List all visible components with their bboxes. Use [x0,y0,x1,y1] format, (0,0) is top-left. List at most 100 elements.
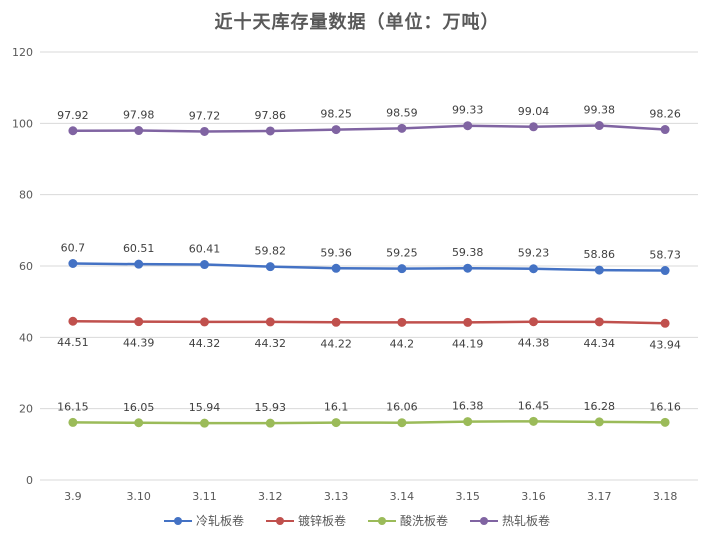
data-point [68,126,78,136]
data-point [265,262,275,272]
data-point [463,317,473,327]
y-tick-label: 100 [12,117,33,130]
data-point [331,125,341,135]
data-label: 60.7 [61,242,86,255]
data-label: 44.19 [452,337,484,350]
data-label: 60.41 [189,243,221,256]
x-tick-label: 3.9 [64,490,82,503]
data-label: 16.15 [57,400,89,413]
y-tick-label: 20 [19,403,33,416]
data-point [397,317,407,327]
legend-swatch [470,516,499,526]
x-tick-label: 3.12 [258,490,283,503]
data-label: 15.94 [189,401,221,414]
data-point [660,125,670,135]
x-tick-label: 3.10 [126,490,151,503]
data-point [200,418,209,428]
data-label: 43.94 [649,338,681,351]
data-point [200,126,209,136]
legend: 冷轧板卷 镀锌板卷 酸洗板卷 热轧板卷 [0,512,714,529]
data-point [397,418,407,428]
data-point [265,418,275,428]
data-point [660,266,670,276]
data-label: 44.32 [255,337,287,350]
legend-swatch [163,516,192,526]
data-label: 97.92 [57,109,89,122]
data-label: 59.23 [518,247,550,260]
data-label: 44.22 [320,337,352,350]
data-point [68,316,78,326]
data-point [331,317,341,327]
data-point [200,260,209,270]
data-point [529,317,538,327]
data-point [660,318,670,328]
data-point [529,264,538,274]
legend-swatch [265,516,294,526]
data-point [397,123,407,133]
data-label: 58.86 [584,248,616,261]
data-label: 97.98 [123,109,155,122]
y-tick-label: 80 [19,189,33,202]
data-point [134,418,144,428]
legend-label: 热轧板卷 [502,514,551,528]
x-tick-label: 3.16 [521,490,546,503]
legend-label: 冷轧板卷 [195,514,244,528]
data-point [134,126,144,136]
series-line [72,420,666,425]
data-point [331,418,341,428]
x-tick-label: 3.14 [390,490,415,503]
data-point [529,122,538,132]
data-label: 97.72 [189,109,221,122]
data-label: 16.16 [649,400,681,413]
data-point [529,416,538,426]
series-line [72,262,666,272]
data-label: 44.39 [123,337,155,350]
data-label: 59.25 [386,247,418,260]
chart-title: 近十天库存量数据（单位：万吨） [214,12,500,33]
data-label: 16.06 [386,401,418,414]
data-point [660,417,670,427]
legend-item: 冷轧板卷 [163,512,244,529]
data-point [463,417,473,427]
data-label: 59.38 [452,246,484,259]
data-point [200,317,209,327]
data-point [331,263,341,273]
data-label: 99.38 [584,104,616,117]
data-label: 59.82 [255,245,287,258]
data-label: 44.51 [57,336,89,349]
data-point [594,265,604,275]
data-point [594,121,604,131]
data-point [397,264,407,274]
data-label: 58.73 [649,249,681,262]
data-label: 16.05 [123,401,155,414]
series-line [72,124,666,133]
data-point [68,259,78,269]
data-label: 99.33 [452,104,484,117]
legend-item: 热轧板卷 [470,512,550,529]
x-tick-label: 3.17 [587,490,612,503]
data-label: 16.38 [452,400,484,413]
data-point [265,126,275,136]
data-point [463,121,473,131]
data-label: 44.34 [584,337,616,350]
legend-item: 镀锌板卷 [265,512,346,529]
data-label: 98.26 [649,108,681,121]
data-label: 44.38 [518,337,550,350]
data-label: 16.1 [324,401,349,414]
legend-label: 镀锌板卷 [297,514,346,528]
data-label: 44.32 [189,337,221,350]
data-point [463,263,473,273]
data-label: 59.36 [320,246,352,259]
data-label: 44.2 [390,337,415,350]
y-tick-label: 60 [19,260,33,273]
data-label: 99.04 [518,105,550,118]
x-tick-label: 3.18 [653,490,678,503]
data-label: 98.59 [386,106,418,119]
y-tick-label: 40 [19,331,33,344]
data-label: 60.51 [123,242,155,255]
data-label: 16.45 [518,399,550,412]
legend-swatch [368,516,396,526]
data-label: 98.25 [320,108,352,121]
